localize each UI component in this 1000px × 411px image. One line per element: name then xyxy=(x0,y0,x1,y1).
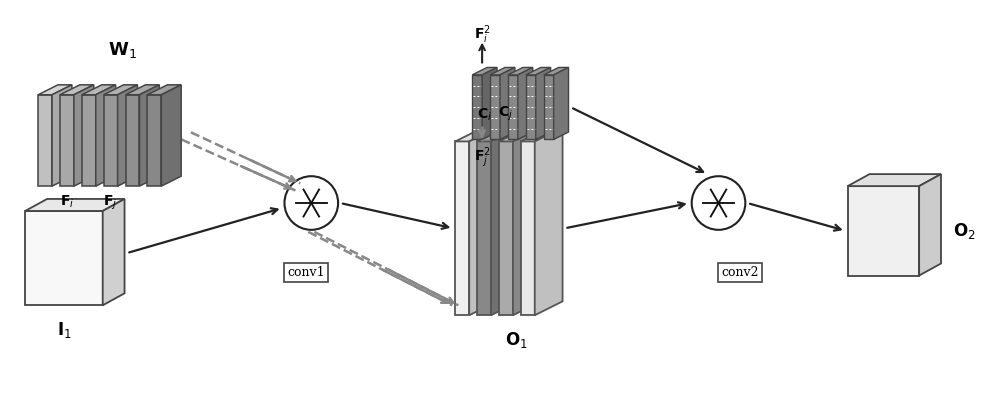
Polygon shape xyxy=(477,127,519,141)
Polygon shape xyxy=(60,95,74,186)
Polygon shape xyxy=(147,85,181,95)
Polygon shape xyxy=(103,199,125,305)
Text: conv2: conv2 xyxy=(722,266,759,279)
Text: $\mathbf{F}_i^2$: $\mathbf{F}_i^2$ xyxy=(474,23,491,46)
Polygon shape xyxy=(139,85,159,186)
Polygon shape xyxy=(544,75,554,139)
Polygon shape xyxy=(508,67,533,75)
Polygon shape xyxy=(544,67,569,75)
Polygon shape xyxy=(118,85,137,186)
Polygon shape xyxy=(521,141,535,315)
Polygon shape xyxy=(126,95,139,186)
Polygon shape xyxy=(469,127,497,315)
Polygon shape xyxy=(526,67,551,75)
Text: $\mathbf{I}_1$: $\mathbf{I}_1$ xyxy=(57,320,71,340)
Text: $\mathbf{C}_j$: $\mathbf{C}_j$ xyxy=(498,104,513,122)
Text: $\mathbf{F}_j^2$: $\mathbf{F}_j^2$ xyxy=(474,145,491,170)
Text: $\mathbf{F}_i$: $\mathbf{F}_i$ xyxy=(60,194,74,210)
Polygon shape xyxy=(491,127,519,315)
Polygon shape xyxy=(518,67,533,139)
Text: $\mathbf{F}_j$: $\mathbf{F}_j$ xyxy=(103,194,118,212)
Polygon shape xyxy=(455,127,497,141)
Polygon shape xyxy=(508,75,518,139)
Polygon shape xyxy=(848,186,919,275)
Polygon shape xyxy=(38,85,72,95)
Polygon shape xyxy=(472,67,497,75)
Polygon shape xyxy=(25,211,103,305)
Polygon shape xyxy=(848,174,941,186)
Polygon shape xyxy=(499,127,541,141)
Circle shape xyxy=(692,176,745,230)
Text: $\mathbf{O}_1$: $\mathbf{O}_1$ xyxy=(505,330,527,350)
Polygon shape xyxy=(919,174,941,275)
Polygon shape xyxy=(74,85,94,186)
Polygon shape xyxy=(472,75,482,139)
Polygon shape xyxy=(455,141,469,315)
Polygon shape xyxy=(161,85,181,186)
Polygon shape xyxy=(104,95,118,186)
Polygon shape xyxy=(38,95,52,186)
Polygon shape xyxy=(535,127,563,315)
Polygon shape xyxy=(96,85,116,186)
Polygon shape xyxy=(126,85,159,95)
Polygon shape xyxy=(147,95,161,186)
Polygon shape xyxy=(60,85,94,95)
Polygon shape xyxy=(482,67,497,139)
Circle shape xyxy=(284,176,338,230)
Polygon shape xyxy=(536,67,551,139)
Polygon shape xyxy=(490,75,500,139)
Text: $\mathbf{W}_1$: $\mathbf{W}_1$ xyxy=(108,40,137,60)
Text: $\mathbf{O}_2$: $\mathbf{O}_2$ xyxy=(953,221,975,241)
Text: conv1: conv1 xyxy=(288,266,325,279)
Polygon shape xyxy=(104,85,137,95)
Polygon shape xyxy=(499,141,513,315)
Polygon shape xyxy=(490,67,515,75)
Polygon shape xyxy=(554,67,569,139)
Polygon shape xyxy=(526,75,536,139)
Polygon shape xyxy=(82,95,96,186)
Polygon shape xyxy=(82,85,116,95)
Polygon shape xyxy=(25,199,125,211)
Polygon shape xyxy=(521,127,563,141)
Polygon shape xyxy=(477,141,491,315)
Polygon shape xyxy=(500,67,515,139)
Polygon shape xyxy=(513,127,541,315)
Text: $\mathbf{C}_i$: $\mathbf{C}_i$ xyxy=(477,106,492,122)
Polygon shape xyxy=(52,85,72,186)
